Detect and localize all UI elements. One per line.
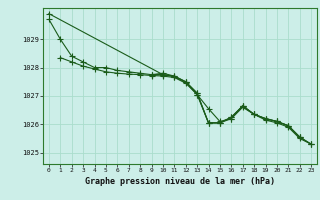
X-axis label: Graphe pression niveau de la mer (hPa): Graphe pression niveau de la mer (hPa) <box>85 177 275 186</box>
